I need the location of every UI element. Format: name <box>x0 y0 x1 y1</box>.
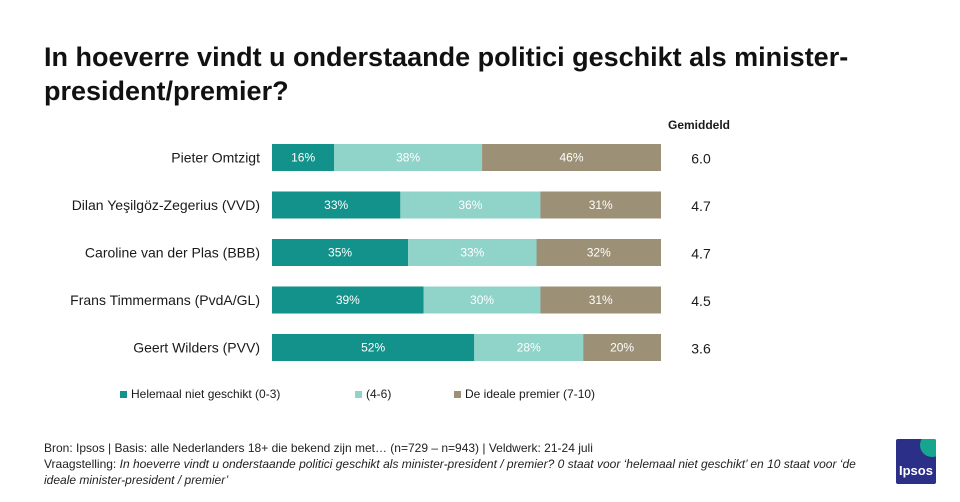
source-note: Bron: Ipsos | Basis: alle Nederlanders 1… <box>44 441 593 455</box>
bar-segment <box>272 334 475 361</box>
logo-text: Ipsos <box>899 463 933 478</box>
category-label: Dilan Yeşilgöz-Zegerius (VVD) <box>72 197 260 213</box>
legend: Helemaal niet geschikt (0-3) (4-6) De id… <box>0 387 960 407</box>
legend-item-high: De ideale premier (7-10) <box>454 387 595 401</box>
bar-segment <box>272 239 409 266</box>
category-label: Pieter Omtzigt <box>171 150 260 166</box>
bar-segment <box>272 144 335 171</box>
legend-swatch-mid <box>355 390 362 398</box>
bar-value-label: 38% <box>396 151 420 165</box>
average-value: 4.7 <box>691 198 711 214</box>
bar-value-label: 52% <box>361 341 385 355</box>
bar-segment <box>540 286 661 314</box>
category-label: Geert Wilders (PVV) <box>133 340 260 356</box>
bar-segment <box>482 144 661 171</box>
chart-title: In hoeverre vindt u onderstaande politic… <box>44 42 849 106</box>
bar-segment <box>408 239 537 266</box>
bar-value-label: 33% <box>460 246 484 260</box>
bar-value-label: 33% <box>324 198 348 212</box>
bar-segment <box>272 286 424 314</box>
logo-swoosh-icon <box>920 439 936 457</box>
bar-value-label: 31% <box>589 198 613 212</box>
question-note: Vraagstelling: In hoeverre vindt u onder… <box>44 456 864 488</box>
bar-segment <box>423 286 541 314</box>
bar-value-label: 31% <box>589 293 613 307</box>
legend-label-high: De ideale premier (7-10) <box>465 387 596 401</box>
bar-segment <box>400 191 541 219</box>
bar-segment <box>536 239 661 266</box>
average-value: 4.5 <box>691 293 711 309</box>
bar-value-label: 16% <box>291 151 315 165</box>
legend-swatch-high <box>454 390 461 398</box>
legend-item-low: Helemaal niet geschikt (0-3) <box>120 387 280 401</box>
bar-value-label: 39% <box>336 293 360 307</box>
bar-value-label: 35% <box>328 246 352 260</box>
bar-segment <box>474 334 584 361</box>
bar-segment <box>272 191 401 219</box>
average-value: 4.7 <box>691 246 711 262</box>
legend-label-low: Helemaal niet geschikt (0-3) <box>131 387 281 401</box>
bar-value-label: 32% <box>587 246 611 260</box>
legend-item-mid: (4-6) <box>355 387 391 401</box>
average-value: 6.0 <box>691 151 711 167</box>
legend-label-mid: (4-6) <box>366 387 392 401</box>
stacked-bar-chart: Pieter Omtzigt 16% 38% 46% 6.0 Dilan Yeşilgöz… <box>70 144 711 361</box>
bar-value-label: 36% <box>458 198 482 212</box>
bar-value-label: 46% <box>560 151 584 165</box>
ipsos-logo: Ipsos <box>896 439 936 484</box>
legend-swatch-low <box>120 390 127 398</box>
question-label: Vraagstelling: <box>44 457 120 471</box>
bar-value-label: 30% <box>470 293 494 307</box>
average-column-header: Gemiddeld <box>668 118 731 132</box>
bar-value-label: 20% <box>610 341 634 355</box>
footer-notes: Bron: Ipsos | Basis: alle Nederlanders 1… <box>44 440 864 488</box>
category-label: Caroline van der Plas (BBB) <box>85 245 260 261</box>
question-text: In hoeverre vindt u onderstaande politic… <box>44 457 856 487</box>
category-label: Frans Timmermans (PvdA/GL) <box>70 292 260 308</box>
bar-segment <box>583 334 661 361</box>
bar-value-label: 28% <box>517 341 541 355</box>
bar-segment <box>334 144 483 171</box>
bar-segment <box>540 191 661 219</box>
average-value: 3.6 <box>691 341 711 357</box>
